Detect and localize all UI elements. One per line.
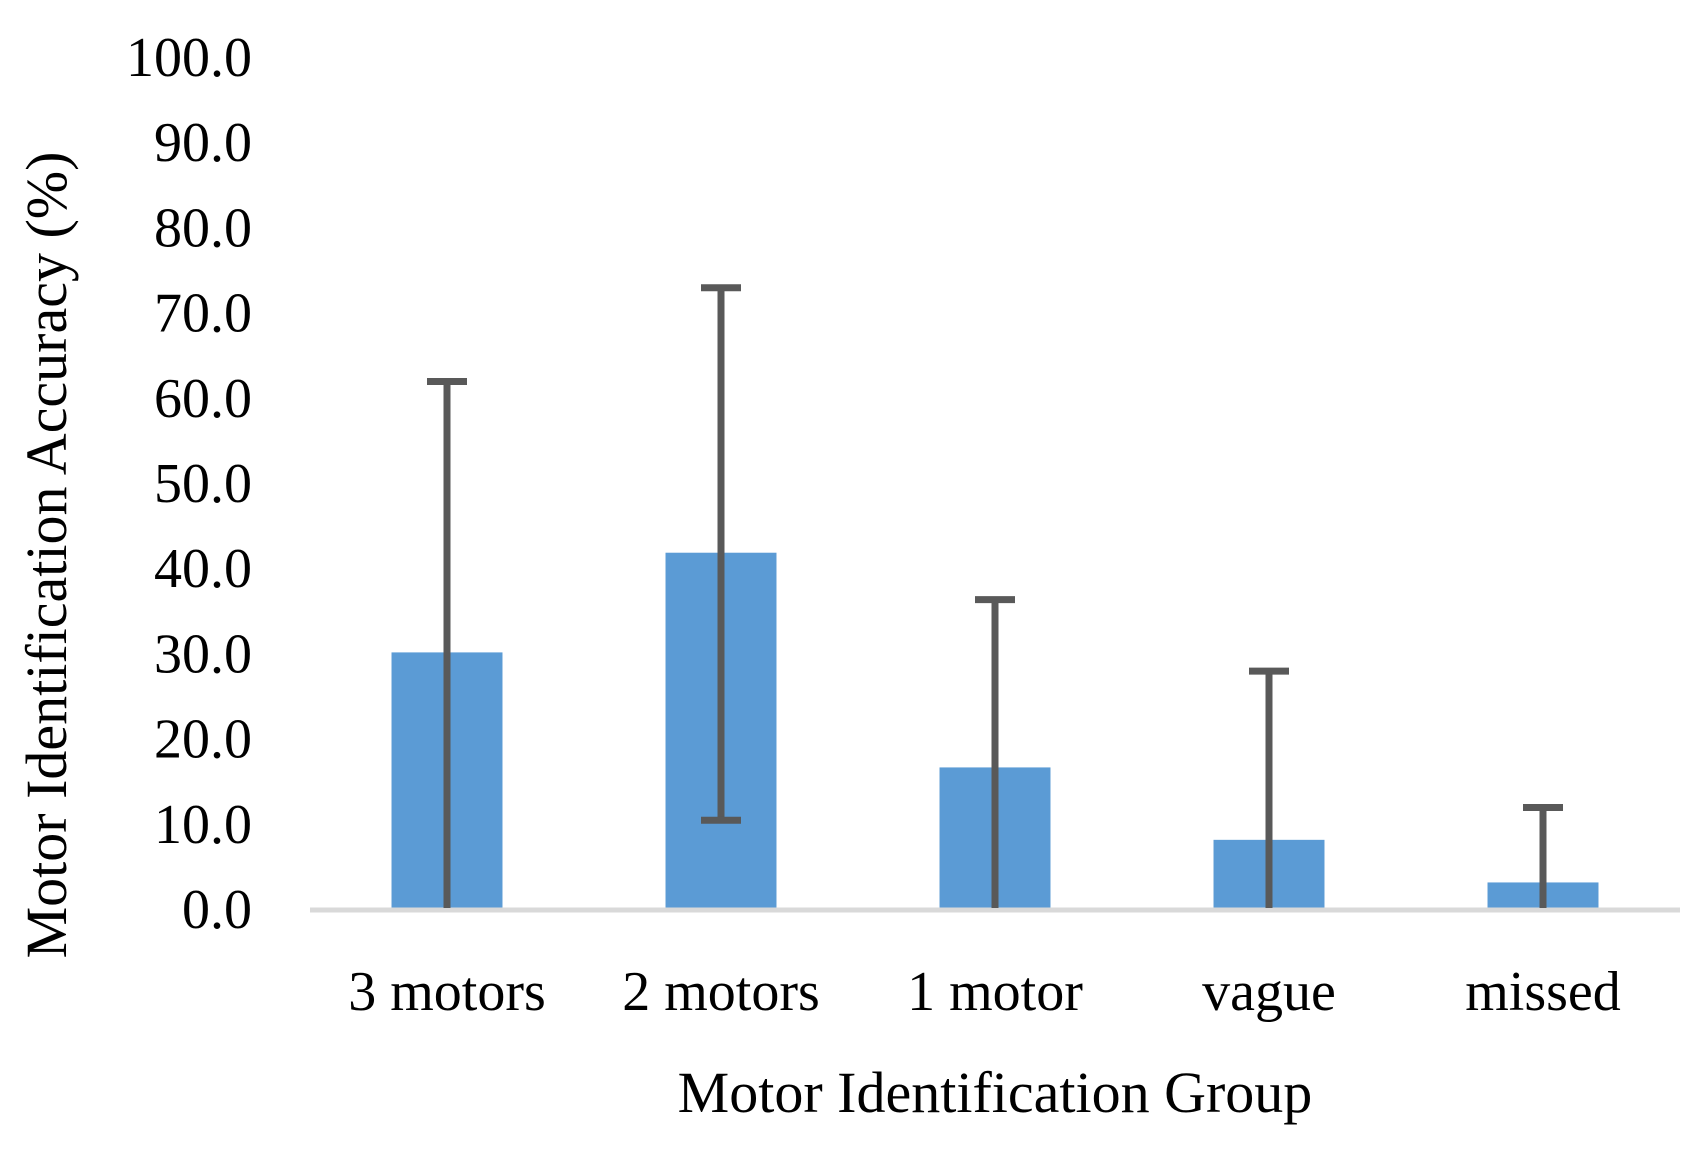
y-tick-label: 90.0 bbox=[154, 112, 252, 174]
x-category-label: 1 motor bbox=[907, 961, 1083, 1023]
y-axis-ticks: 0.0 10.0 20.0 30.0 40.0 50.0 60.0 70.0 80.0 90.0 1… bbox=[126, 27, 252, 941]
x-category-label: 3 motors bbox=[348, 961, 546, 1023]
y-tick-label: 70.0 bbox=[154, 283, 252, 345]
x-category-label: 2 motors bbox=[622, 961, 820, 1023]
error-bar bbox=[1249, 667, 1289, 908]
y-tick-label: 10.0 bbox=[154, 794, 252, 856]
x-axis-categories: 3 motors 2 motors 1 motor vague missed bbox=[348, 961, 1621, 1023]
error-bar bbox=[1523, 803, 1563, 908]
y-tick-label: 40.0 bbox=[154, 538, 252, 600]
x-category-label: missed bbox=[1465, 961, 1621, 1023]
y-tick-label: 50.0 bbox=[154, 453, 252, 515]
y-tick-label: 100.0 bbox=[126, 27, 252, 89]
error-bar bbox=[427, 377, 467, 908]
y-tick-label: 0.0 bbox=[182, 879, 252, 941]
y-tick-label: 20.0 bbox=[154, 709, 252, 771]
y-tick-label: 30.0 bbox=[154, 623, 252, 685]
error-bars bbox=[427, 284, 1563, 908]
error-bar bbox=[975, 596, 1015, 908]
y-tick-label: 60.0 bbox=[154, 368, 252, 430]
x-axis-title: Motor Identification Group bbox=[678, 1060, 1313, 1125]
y-tick-label: 80.0 bbox=[154, 197, 252, 259]
x-category-label: vague bbox=[1202, 961, 1336, 1023]
y-axis-title: Motor Identification Accuracy (%) bbox=[14, 152, 79, 959]
error-bar bbox=[701, 284, 741, 824]
